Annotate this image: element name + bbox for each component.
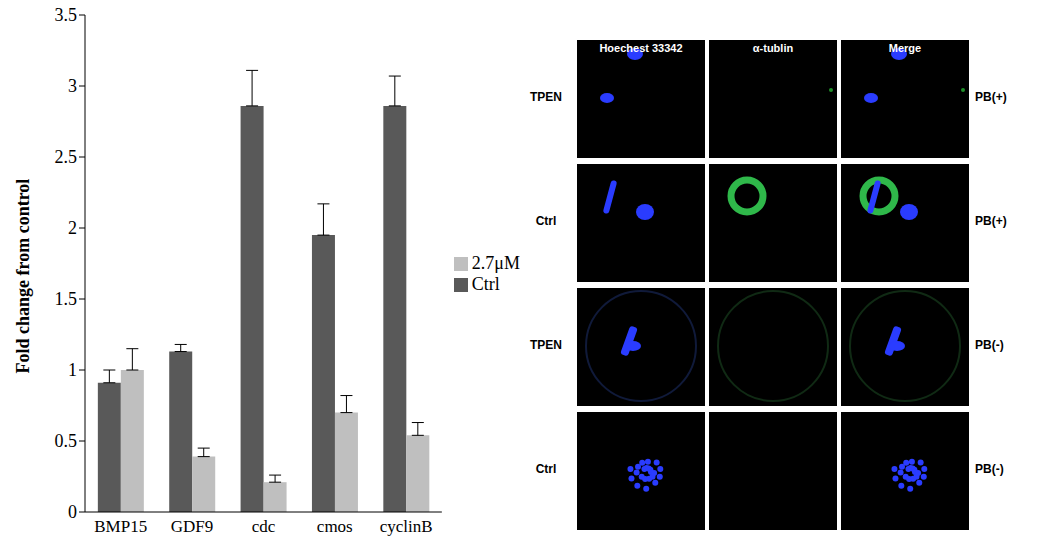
svg-text:2.5: 2.5	[55, 147, 78, 167]
svg-text:BMP15: BMP15	[94, 517, 147, 536]
html-text:PB(-): PB(-)	[975, 338, 1004, 352]
html-text:Ctrl: Ctrl	[471, 273, 500, 294]
svg-text:cyclinB: cyclinB	[380, 517, 433, 536]
html-text:PB(-): PB(-)	[975, 462, 1004, 476]
html-text:Hoechest 33342: Hoechest 33342	[599, 42, 683, 54]
html-text:PB(+): PB(+)	[975, 214, 1007, 228]
svg-text:0: 0	[68, 502, 77, 522]
html-text:2.7μM: 2.7μM	[471, 252, 520, 273]
svg-text:0.5: 0.5	[55, 431, 78, 451]
svg-text:GDF9: GDF9	[171, 517, 214, 536]
html-text:Ctrl: Ctrl	[535, 462, 557, 476]
html-text:Merge: Merge	[888, 42, 922, 54]
svg-text:cmos: cmos	[317, 517, 353, 536]
svg-text:3: 3	[68, 76, 77, 96]
html-text:PB(+): PB(+)	[975, 90, 1007, 104]
svg-text:3.5: 3.5	[55, 5, 78, 25]
html-text:TPEN: TPEN	[530, 338, 562, 352]
svg-text:2: 2	[68, 218, 77, 238]
html-text:α-tublin: α-tublin	[752, 42, 794, 54]
html-text:Ctrl: Ctrl	[535, 214, 557, 228]
svg-text:cdc: cdc	[252, 517, 276, 536]
svg-text:Fold change from control: Fold change from control	[13, 179, 33, 374]
html-text:TPEN: TPEN	[530, 90, 562, 104]
svg-text:1: 1	[68, 360, 77, 380]
svg-text:1.5: 1.5	[55, 289, 78, 309]
